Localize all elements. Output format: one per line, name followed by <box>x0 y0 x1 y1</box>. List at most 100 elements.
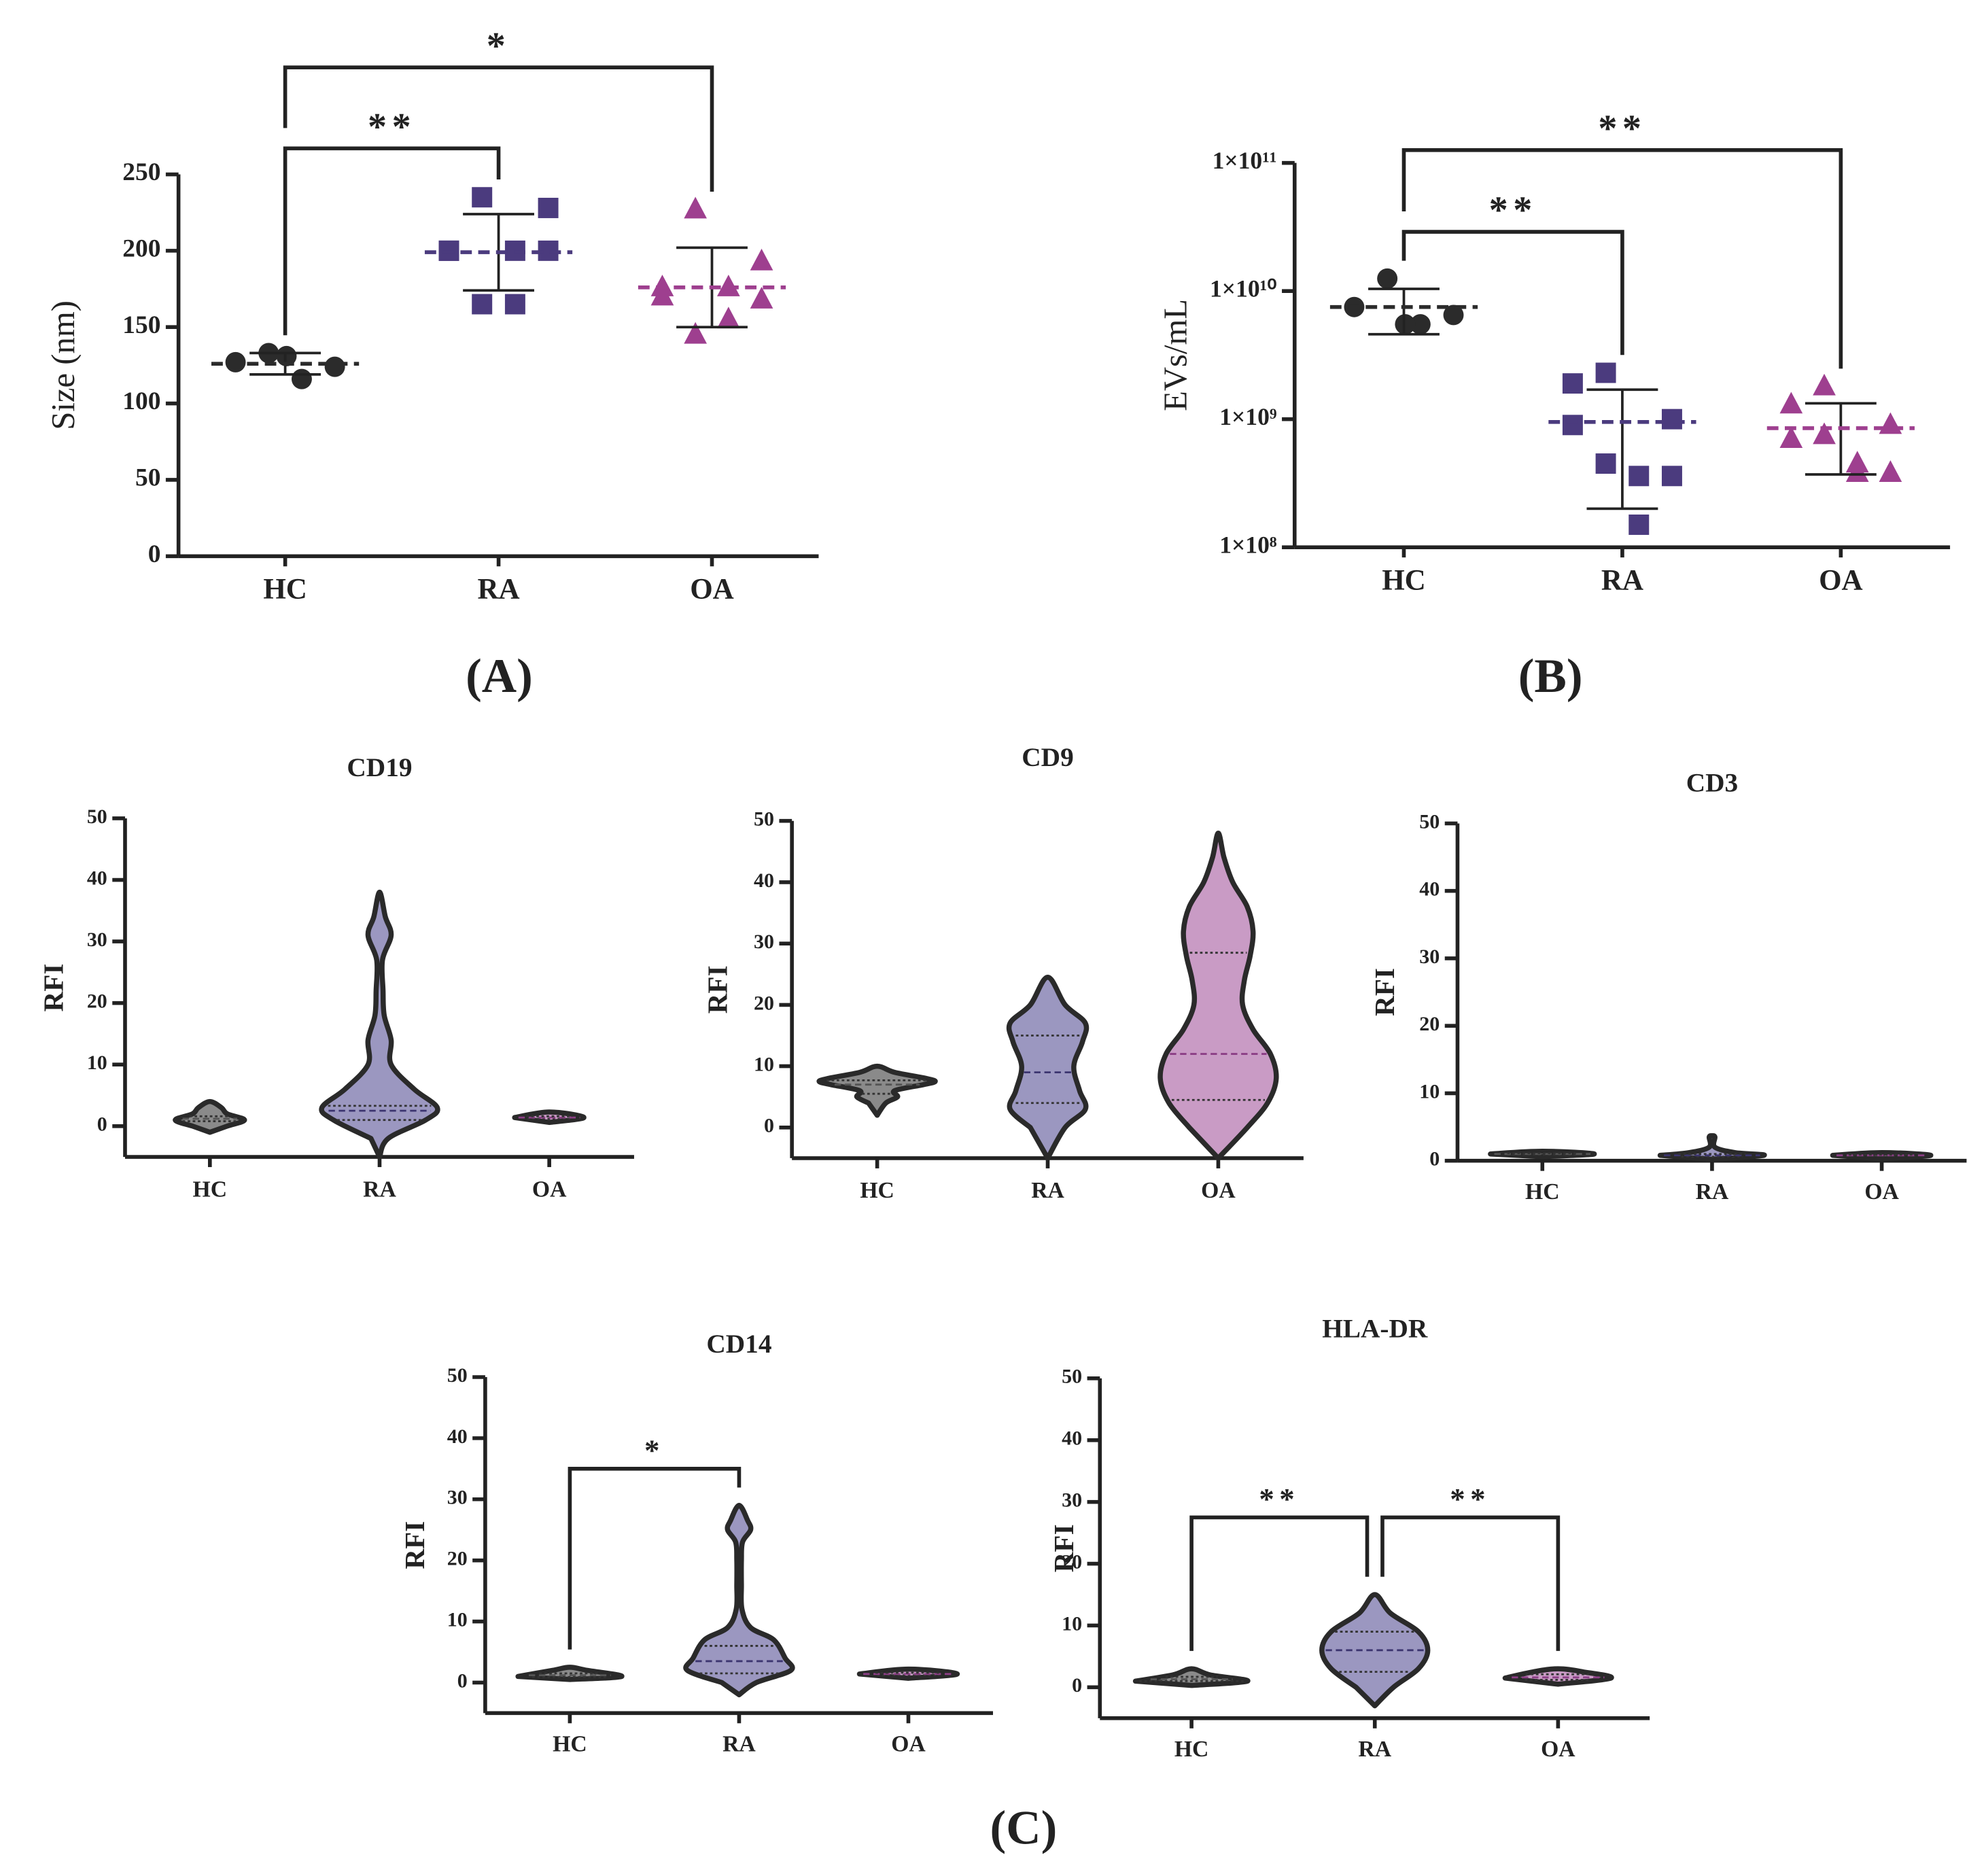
point <box>1661 409 1682 430</box>
x-tick-label: HC <box>263 574 307 606</box>
chart-title: HLA-DR <box>1322 1314 1428 1344</box>
point <box>291 368 312 389</box>
chart-title: CD3 <box>1686 767 1738 797</box>
y-tick-label: 50 <box>1419 810 1440 833</box>
point <box>684 196 708 219</box>
point <box>1779 392 1803 414</box>
y-tick-label: 40 <box>1419 878 1440 901</box>
significance-label: ** <box>1450 1482 1491 1516</box>
y-tick-label: 20 <box>754 992 774 1014</box>
y-tick-label: 50 <box>135 464 160 492</box>
x-tick-label: HC <box>860 1178 894 1203</box>
x-tick-label: HC <box>1174 1737 1209 1762</box>
point <box>1779 426 1803 448</box>
y-tick-label: 30 <box>87 928 107 951</box>
point <box>1410 314 1431 335</box>
x-tick-label: HC <box>1525 1179 1560 1204</box>
y-tick-label: 30 <box>1419 945 1440 968</box>
significance-label: * <box>487 25 511 67</box>
x-tick-label: OA <box>690 574 734 606</box>
y-tick-label: 30 <box>1062 1489 1082 1512</box>
y-tick-label: 40 <box>1062 1427 1082 1450</box>
significance-bracket <box>1189 1515 1370 1651</box>
x-tick-label: RA <box>722 1732 756 1757</box>
point <box>716 307 740 329</box>
y-tick-label: 0 <box>97 1113 107 1136</box>
y-tick-label: 50 <box>1062 1366 1082 1388</box>
y-axis-label: RFI <box>1048 1524 1079 1572</box>
y-tick-label: 20 <box>447 1548 468 1570</box>
significance-label: ** <box>1259 1482 1300 1516</box>
point <box>1595 362 1616 383</box>
y-tick-label: 0 <box>1072 1674 1082 1697</box>
y-tick-label: 40 <box>754 869 774 892</box>
x-tick-label: OA <box>1864 1179 1899 1204</box>
y-tick-label: 20 <box>87 990 107 1013</box>
point <box>538 197 559 218</box>
y-axis-label: Size (nm) <box>45 300 82 430</box>
y-axis-label: RFI <box>399 1521 430 1569</box>
x-tick-label: RA <box>1601 564 1643 596</box>
y-tick-label: 10 <box>1062 1612 1082 1635</box>
y-tick-label: 10 <box>87 1052 107 1074</box>
y-tick-label: 30 <box>754 931 774 953</box>
y-axis-label: EVs/mL <box>1157 299 1194 411</box>
y-tick-label: 20 <box>1419 1013 1440 1035</box>
y-tick-label: 250 <box>122 158 160 186</box>
x-tick-label: HC <box>1382 564 1426 596</box>
y-tick-label: 50 <box>754 808 774 831</box>
point <box>1443 305 1464 326</box>
x-tick-label: RA <box>1358 1737 1391 1762</box>
y-tick-label: 0 <box>764 1115 774 1137</box>
x-tick-label: OA <box>1541 1737 1575 1762</box>
y-tick-label: 40 <box>447 1425 468 1448</box>
y-tick-label: 1×10¹⁰ <box>1210 275 1277 302</box>
point <box>1377 268 1398 289</box>
y-tick-label: 1×10⁹ <box>1219 403 1276 430</box>
significance-bracket <box>283 146 501 336</box>
point <box>750 287 773 309</box>
y-axis-label: RFI <box>37 964 69 1012</box>
y-axis-label: RFI <box>702 965 733 1013</box>
x-tick-label: OA <box>1201 1178 1236 1203</box>
point <box>1595 453 1616 474</box>
violin <box>319 889 440 1160</box>
point <box>1879 460 1902 482</box>
x-tick-label: RA <box>363 1177 396 1202</box>
violin <box>816 1063 938 1118</box>
significance-label: * <box>644 1434 665 1467</box>
significance-bracket <box>1380 1515 1561 1651</box>
y-tick-label: 10 <box>754 1053 774 1075</box>
y-tick-label: 50 <box>87 805 107 828</box>
significance-label: ** <box>368 106 416 148</box>
significance-bracket <box>1401 230 1624 355</box>
significance-label: ** <box>1489 190 1537 232</box>
point <box>1879 412 1902 434</box>
point <box>472 187 493 208</box>
y-tick-label: 150 <box>122 311 160 339</box>
point <box>1628 466 1650 487</box>
point <box>650 283 674 306</box>
chart-title: CD9 <box>1022 742 1073 772</box>
y-axis-label: RFI <box>1369 968 1400 1016</box>
point <box>1628 514 1650 535</box>
x-tick-label: HC <box>193 1177 228 1202</box>
significance-label: ** <box>1598 107 1646 150</box>
point <box>1813 422 1836 445</box>
y-tick-label: 100 <box>122 387 160 415</box>
point <box>1661 466 1682 487</box>
point <box>1562 415 1583 436</box>
point <box>324 356 345 377</box>
point <box>1845 451 1869 473</box>
x-tick-label: OA <box>891 1732 926 1757</box>
chart-title: CD14 <box>706 1329 771 1359</box>
x-tick-label: HC <box>553 1732 587 1757</box>
y-tick-label: 30 <box>447 1487 468 1509</box>
point <box>750 248 773 271</box>
y-tick-label: 0 <box>1429 1148 1440 1170</box>
violin <box>683 1502 795 1698</box>
chart-title: CD19 <box>347 752 412 782</box>
violin <box>1157 831 1279 1161</box>
x-tick-label: RA <box>477 574 519 606</box>
